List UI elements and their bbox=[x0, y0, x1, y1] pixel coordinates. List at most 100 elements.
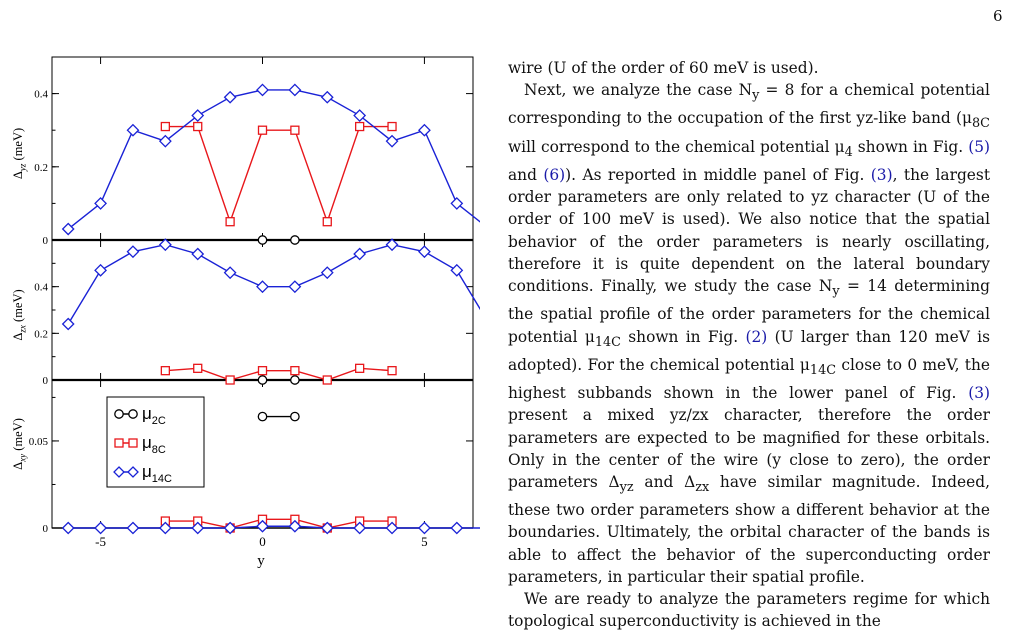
series-line-8C bbox=[165, 367, 393, 381]
point-14C bbox=[126, 245, 140, 259]
legend-marker bbox=[114, 438, 124, 448]
point-14C bbox=[158, 238, 172, 252]
point-2C bbox=[290, 235, 300, 245]
point-14C bbox=[320, 521, 334, 535]
point-14C bbox=[288, 83, 302, 97]
point-14C bbox=[288, 280, 302, 294]
point-14C bbox=[385, 134, 399, 148]
point-2C bbox=[290, 411, 300, 422]
point-8C bbox=[193, 363, 203, 373]
point-14C bbox=[126, 521, 140, 535]
point-14C bbox=[61, 222, 75, 236]
y-tick-label: 0.4 bbox=[34, 282, 48, 294]
point-8C bbox=[290, 125, 300, 135]
point-14C bbox=[320, 90, 334, 104]
point-2C bbox=[257, 411, 268, 422]
point-14C bbox=[158, 134, 172, 148]
point-14C bbox=[385, 238, 399, 252]
point-14C bbox=[126, 123, 140, 137]
body-text: wire (U of the order of 60 meV is used).… bbox=[508, 57, 990, 632]
point-8C bbox=[322, 217, 332, 227]
y-axis-label-yz: Δyz (meV) bbox=[11, 128, 28, 179]
point-14C bbox=[94, 196, 107, 210]
point-14C bbox=[353, 521, 367, 535]
point-8C bbox=[225, 217, 235, 227]
legend-marker bbox=[128, 438, 138, 448]
x-tick-label: 5 bbox=[421, 534, 428, 549]
fig-ref-3[interactable]: (3) bbox=[870, 166, 893, 185]
legend-label-8C: μ8C bbox=[142, 433, 166, 456]
point-8C bbox=[290, 366, 300, 376]
y-tick-label: 0.2 bbox=[34, 162, 48, 174]
fig-ref-3b[interactable]: (3) bbox=[968, 384, 990, 403]
x-tick-label: -5 bbox=[95, 534, 106, 549]
page-number: 6 bbox=[993, 7, 1003, 25]
point-14C bbox=[94, 263, 107, 277]
point-2C bbox=[290, 375, 300, 385]
series-line-8C bbox=[165, 125, 393, 224]
point-8C bbox=[193, 121, 203, 132]
point-14C bbox=[256, 280, 269, 294]
point-8C bbox=[322, 375, 332, 385]
point-14C bbox=[191, 109, 205, 122]
point-14C bbox=[223, 90, 237, 104]
legend-label-14C: μ14C bbox=[142, 462, 172, 485]
point-8C bbox=[387, 366, 397, 376]
point-8C bbox=[160, 121, 170, 132]
point-2C bbox=[257, 375, 268, 385]
point-8C bbox=[387, 121, 397, 132]
legend-marker bbox=[128, 409, 138, 419]
paragraph-3: We are ready to analyze the parameters r… bbox=[508, 590, 990, 631]
point-2C bbox=[257, 235, 268, 245]
point-8C bbox=[355, 121, 365, 132]
point-14C bbox=[256, 519, 269, 533]
point-14C bbox=[353, 247, 367, 261]
paragraph-2: Next, we analyze the case Ny = 8 for a c… bbox=[508, 81, 991, 586]
fig-ref-6[interactable]: (6) bbox=[543, 166, 566, 185]
point-14C bbox=[61, 521, 75, 535]
fig-ref-5[interactable]: (5) bbox=[968, 137, 990, 156]
y-tick-label: 0.05 bbox=[29, 436, 49, 448]
panel-frame-zx bbox=[51, 239, 474, 381]
point-8C bbox=[225, 375, 235, 385]
series-line-8C bbox=[165, 518, 393, 529]
point-14C bbox=[418, 123, 431, 137]
point-8C bbox=[355, 363, 365, 373]
y-tick-label: 0 bbox=[43, 375, 49, 387]
point-14C bbox=[353, 109, 367, 122]
legend-marker bbox=[127, 466, 139, 478]
point-14C bbox=[256, 83, 269, 97]
y-tick-label: 0.4 bbox=[34, 89, 48, 101]
series-line-14C bbox=[67, 243, 480, 325]
x-axis-label: y bbox=[257, 553, 265, 569]
point-14C bbox=[418, 245, 431, 259]
legend-marker bbox=[114, 409, 124, 419]
series-line-14C bbox=[67, 89, 480, 230]
x-tick-label: 0 bbox=[259, 534, 266, 549]
y-axis-label-zx: Δzx (meV) bbox=[11, 289, 28, 340]
point-14C bbox=[288, 519, 302, 533]
point-14C bbox=[418, 521, 431, 535]
point-14C bbox=[94, 521, 107, 535]
point-8C bbox=[257, 366, 268, 376]
point-14C bbox=[223, 521, 237, 535]
legend-label-2C: μ2C bbox=[142, 404, 166, 427]
paragraph-1: wire (U of the order of 60 meV is used). bbox=[508, 59, 819, 77]
point-14C bbox=[385, 521, 399, 535]
point-14C bbox=[450, 196, 464, 210]
legend-marker bbox=[113, 466, 125, 478]
y-tick-label: 0 bbox=[43, 235, 49, 247]
point-14C bbox=[320, 266, 334, 280]
point-8C bbox=[257, 125, 268, 135]
point-14C bbox=[191, 247, 205, 261]
point-14C bbox=[61, 317, 75, 331]
y-tick-label: 0 bbox=[43, 523, 49, 535]
point-14C bbox=[450, 521, 464, 535]
figure-order-parameters: 0 0.2 0.4 Δyz (meV) 0 0.2 0.4 Δzx (meV) 0 0.05Δxy… bbox=[11, 56, 480, 569]
y-axis-label-xy: Δxy (meV) bbox=[11, 418, 28, 470]
y-tick-label: 0.2 bbox=[34, 328, 48, 340]
point-14C bbox=[223, 266, 237, 280]
fig-ref-2[interactable]: (2) bbox=[745, 327, 768, 346]
point-14C bbox=[450, 263, 464, 277]
point-8C bbox=[160, 366, 170, 376]
